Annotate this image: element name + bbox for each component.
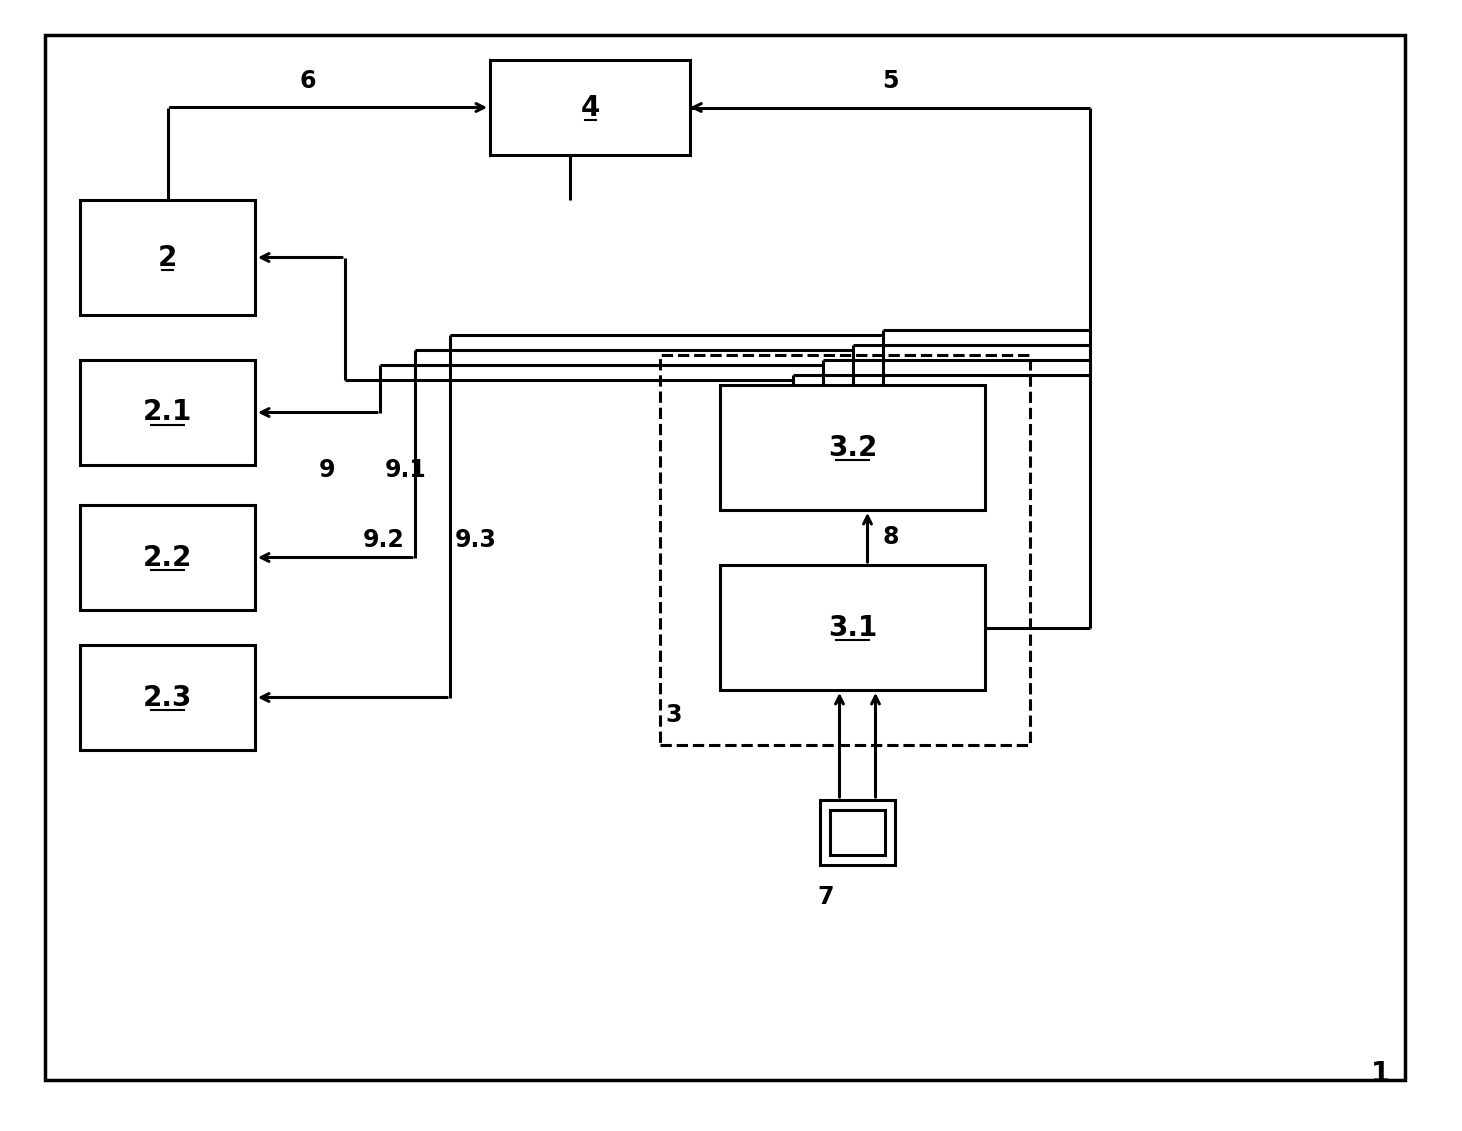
Text: 6: 6 <box>300 69 316 93</box>
Text: 3.2: 3.2 <box>827 433 877 461</box>
Text: 8: 8 <box>883 525 899 549</box>
Bar <box>80 360 254 465</box>
Text: 2: 2 <box>158 243 177 271</box>
Text: 3: 3 <box>665 703 681 727</box>
Text: 9: 9 <box>319 458 335 482</box>
Text: 1: 1 <box>1371 1060 1390 1088</box>
Bar <box>820 800 895 865</box>
Bar <box>80 506 254 610</box>
Text: 7: 7 <box>817 884 833 909</box>
Text: 2.1: 2.1 <box>143 398 192 426</box>
Text: 2.3: 2.3 <box>143 683 192 711</box>
Text: 3.1: 3.1 <box>827 613 877 641</box>
Bar <box>659 355 1031 745</box>
Bar <box>80 645 254 750</box>
Bar <box>80 200 254 316</box>
Bar <box>830 810 885 855</box>
Bar <box>719 385 985 510</box>
Text: 9.2: 9.2 <box>363 528 405 552</box>
Text: 2.2: 2.2 <box>143 544 192 571</box>
Bar <box>719 566 985 690</box>
Bar <box>490 60 690 155</box>
Text: 4: 4 <box>580 94 599 121</box>
Text: 9.1: 9.1 <box>385 458 427 482</box>
Text: 5: 5 <box>882 69 898 93</box>
Text: 9.3: 9.3 <box>455 528 497 552</box>
